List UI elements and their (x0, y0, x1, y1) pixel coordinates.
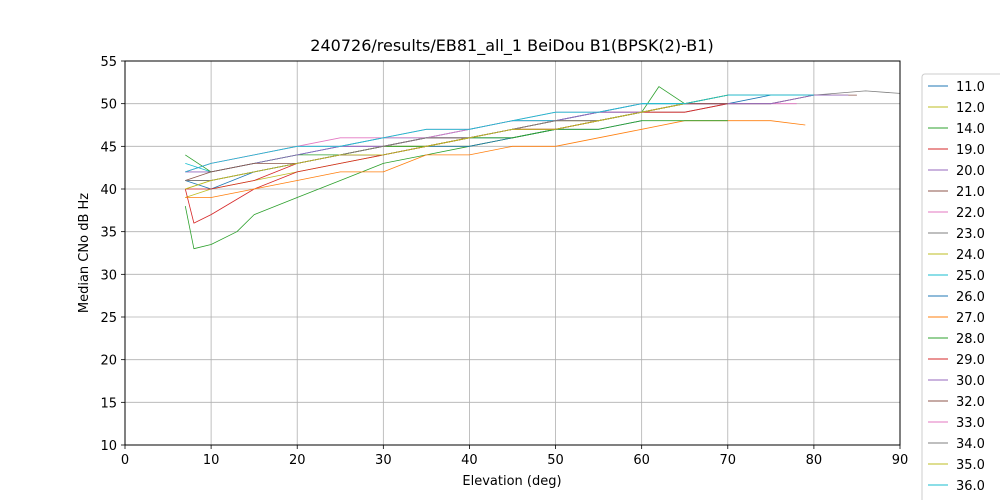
x-tick-label: 10 (203, 453, 220, 468)
series-line-25.0 (185, 94, 814, 173)
x-tick-label: 80 (806, 453, 823, 468)
legend-label: 32.0 (956, 395, 985, 410)
series-line-32.0 (185, 103, 728, 181)
legend-label: 28.0 (956, 332, 985, 347)
plot-frame (124, 60, 901, 446)
series-line-24.0 (185, 94, 728, 190)
x-tick-label: 70 (720, 453, 737, 468)
y-tick-label: 55 (100, 55, 117, 70)
series-line-33.0 (185, 103, 642, 173)
legend-label: 34.0 (956, 437, 985, 452)
legend-label: 26.0 (956, 290, 985, 305)
y-tick-label: 45 (100, 140, 117, 155)
legend-label: 30.0 (956, 374, 985, 389)
y-tick-label: 50 (100, 98, 117, 113)
y-tick-label: 35 (100, 226, 117, 241)
x-tick-label: 60 (633, 453, 650, 468)
legend-label: 11.0 (956, 80, 985, 95)
plot-lines (184, 86, 901, 250)
series-line-23.0 (185, 90, 901, 181)
legend-label: 14.0 (956, 122, 985, 137)
series-line-27.0 (185, 120, 806, 198)
legend-label: 21.0 (956, 185, 985, 200)
y-axis-label: Median CNo dB Hz (77, 193, 92, 313)
legend-label: 29.0 (956, 353, 985, 368)
legend-label: 23.0 (956, 227, 985, 242)
x-tick-label: 20 (289, 453, 306, 468)
legend-label: 24.0 (956, 248, 985, 263)
chart-title: 240726/results/EB81_all_1 BeiDou B1(BPSK… (310, 36, 713, 56)
legend-label: 12.0 (956, 101, 985, 116)
x-axis-ticks: 0 10 20 30 40 50 60 70 80 90 (121, 445, 908, 468)
y-tick-label: 15 (100, 396, 117, 411)
grid (124, 60, 901, 446)
legend: 11.0 12.0 14.0 19.0 20.0 21.0 22.0 23.0 24.0 25.0… (921, 73, 1000, 500)
y-tick-label: 30 (100, 268, 117, 283)
legend-label: 36.0 (956, 479, 985, 494)
series-line-36.0 (185, 94, 814, 173)
legend-label: 19.0 (956, 143, 985, 158)
x-tick-label: 30 (375, 453, 392, 468)
series-line-35.0 (185, 94, 728, 190)
y-tick-label: 40 (100, 183, 117, 198)
x-tick-label: 50 (547, 453, 564, 468)
x-tick-label: 0 (121, 453, 129, 468)
y-tick-label: 25 (100, 311, 117, 326)
x-tick-label: 40 (461, 453, 478, 468)
legend-label: 33.0 (956, 416, 985, 431)
x-axis-label: Elevation (deg) (462, 474, 561, 489)
legend-box (921, 73, 1000, 500)
legend-label: 22.0 (956, 206, 985, 221)
series-line-14.0 (184, 86, 814, 250)
legend-label: 20.0 (956, 164, 985, 179)
x-tick-label: 90 (892, 453, 909, 468)
y-tick-label: 10 (100, 439, 117, 454)
y-tick-label: 20 (100, 354, 117, 369)
legend-label: 35.0 (956, 458, 985, 473)
y-axis-ticks: 10 15 20 25 30 35 40 45 50 55 (100, 55, 125, 454)
legend-label: 25.0 (956, 269, 985, 284)
legend-label: 27.0 (956, 311, 985, 326)
series-line-20.0 (185, 94, 814, 173)
series-line-30.0 (185, 94, 849, 173)
